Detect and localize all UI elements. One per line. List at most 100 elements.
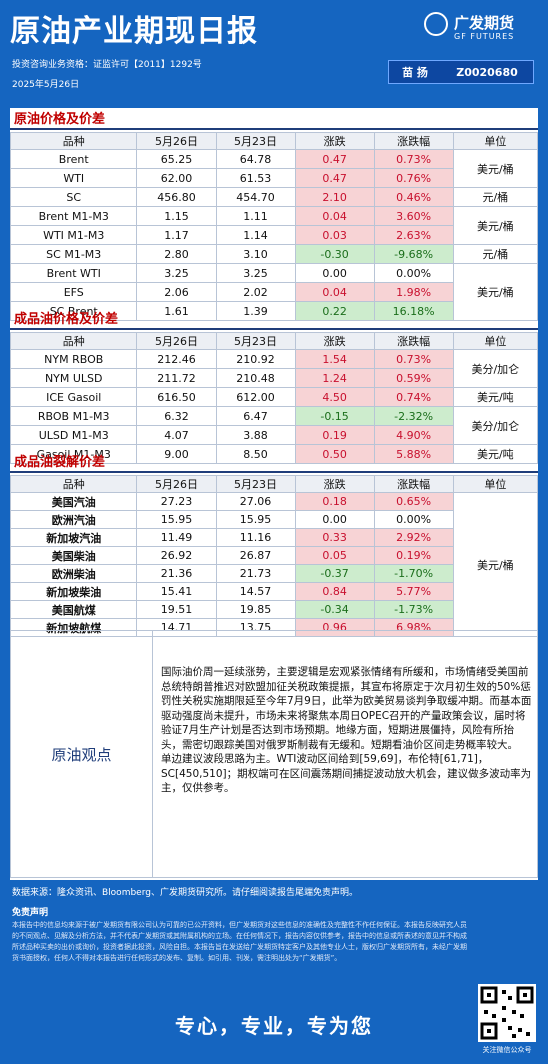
price-today: 2.80: [136, 244, 217, 264]
price-today: 62.00: [136, 168, 217, 188]
price-today: 21.36: [136, 564, 217, 583]
change-value: -0.37: [294, 564, 375, 583]
change-value: 0.47: [294, 168, 375, 188]
table-row: RBOB M1-M3 6.32 6.47 -0.15 -2.32% 美分/加仑: [9, 406, 539, 445]
change-value: 1.24: [294, 368, 375, 388]
change-pct: 0.19%: [373, 546, 454, 565]
price-prev: 6.47: [215, 406, 296, 426]
table-row: 美国柴油 26.92 26.87 0.05 0.19%: [9, 546, 538, 565]
table-header-row: 品种 5月26日 5月23日 涨跌 涨跌幅 单位: [9, 132, 539, 150]
product-name: 美国柴油: [9, 546, 138, 565]
unit-cell: 美分/加仑: [452, 349, 539, 388]
unit-cell: 元/桶: [452, 187, 539, 207]
price-prev: 1.11: [215, 206, 296, 226]
data-source: 数据来源：隆众资讯、Bloomberg、广发期货研究所。请仔细阅读报告尾端免责声…: [12, 888, 358, 898]
disclaimer-title: 免责声明: [12, 908, 49, 918]
column-header: 5月26日: [136, 132, 217, 150]
price-today: 616.50: [136, 387, 217, 407]
slogan: 专心，专业，专为您: [175, 1014, 373, 1038]
price-today: 456.80: [136, 187, 217, 207]
change-pct: 0.76%: [373, 168, 454, 188]
change-pct: 0.46%: [373, 187, 454, 207]
price-prev: 2.02: [215, 282, 296, 302]
view-paragraph: 国际油价周一延续涨势，主要逻辑是宏观紧张情绪有所缓和，市场情绪受美国前总统特朗普…: [161, 666, 532, 751]
price-prev: 64.78: [215, 149, 296, 169]
change-pct: 0.59%: [373, 368, 454, 388]
change-pct: 6.98%: [373, 618, 454, 637]
price-prev: 210.92: [215, 349, 296, 369]
change-pct: 3.60%: [373, 206, 454, 226]
table-row: 新加坡柴油 15.41 14.57 0.84 5.77%: [9, 582, 538, 601]
change-value: 0.19: [294, 425, 375, 445]
table-row: SC M1-M3 2.80 3.10 -0.30 -9.68% 元/桶: [9, 244, 539, 264]
table-row: WTI M1-M3 1.17 1.14 0.03 2.63%: [9, 225, 538, 245]
report-sheet: 原油价格及价差 品种 5月26日 5月23日 涨跌 涨跌幅 单位 Brent 65.25 64.…: [9, 108, 539, 880]
section-title-products: 成品油价格及价差: [10, 310, 538, 330]
change-pct: -9.68%: [373, 244, 454, 264]
unit-cell: 美分/加仑: [452, 406, 539, 445]
change-value: 2.10: [294, 187, 375, 207]
unit-cell: 美元/吨: [452, 444, 539, 464]
change-value: 0.00: [294, 510, 375, 529]
column-header: 品种: [9, 475, 138, 493]
product-name: 新加坡柴油: [9, 582, 138, 601]
price-prev: 1.14: [215, 225, 296, 245]
table-row: Brent M1-M3 1.15 1.11 0.04 3.60% 美元/桶: [9, 206, 539, 245]
analyst-code: Z0020680: [456, 65, 518, 79]
section-title-cracks: 成品油裂解价差: [10, 453, 538, 473]
change-value: 1.54: [294, 349, 375, 369]
table-row: 欧洲柴油 21.36 21.73 -0.37 -1.70%: [9, 564, 538, 583]
column-header: 单位: [452, 132, 539, 150]
change-pct: 0.73%: [373, 349, 454, 369]
cracks-table: 品种 5月26日 5月23日 涨跌 涨跌幅 单位 美国汽油 27.23 27.06 0.18 0.6…: [9, 475, 539, 637]
price-prev: 210.48: [215, 368, 296, 388]
product-name: RBOB M1-M3: [9, 406, 138, 426]
product-name: NYM RBOB: [9, 349, 138, 369]
change-pct: 0.65%: [373, 492, 454, 511]
view-label: 原油观点: [11, 631, 153, 877]
logo-en: GF FUTURES: [454, 32, 515, 41]
price-prev: 3.10: [215, 244, 296, 264]
crude-table: 品种 5月26日 5月23日 涨跌 涨跌幅 单位 Brent 65.25 64.78 0.47 0.…: [9, 132, 539, 321]
qr-code-icon[interactable]: [478, 984, 536, 1042]
column-header: 5月23日: [215, 332, 296, 350]
product-name: SC Brent: [9, 301, 138, 321]
disclaimer-text: 本报告中的信息均来源于被广发期货有限公司认为可靠的已公开资料，但广发期货对这些信…: [12, 921, 467, 962]
price-prev: 612.00: [215, 387, 296, 407]
product-name: 新加坡汽油: [9, 528, 138, 547]
price-today: 15.95: [136, 510, 217, 529]
table-row: NYM RBOB 212.46 210.92 1.54 0.73% 美分/加仑: [9, 349, 539, 388]
product-name: SC: [9, 187, 138, 207]
price-today: 6.32: [136, 406, 217, 426]
page-title: 原油产业期现日报: [10, 14, 258, 49]
price-prev: 26.87: [215, 546, 296, 565]
qualification-text: 投资咨询业务资格：证监许可【2011】1292号: [12, 60, 202, 70]
product-name: Gasoil M1-M3: [9, 444, 138, 464]
product-name: NYM ULSD: [9, 368, 138, 388]
price-today: 11.49: [136, 528, 217, 547]
change-pct: 2.92%: [373, 528, 454, 547]
price-today: 19.51: [136, 600, 217, 619]
change-pct: 0.74%: [373, 387, 454, 407]
price-today: 212.46: [136, 349, 217, 369]
change-value: 0.05: [294, 546, 375, 565]
change-pct: 0.00%: [373, 510, 454, 529]
price-today: 1.15: [136, 206, 217, 226]
change-value: 0.33: [294, 528, 375, 547]
unit-cell: 元/桶: [452, 244, 539, 264]
column-header: 5月23日: [215, 475, 296, 493]
price-prev: 454.70: [215, 187, 296, 207]
change-pct: 2.63%: [373, 225, 454, 245]
column-header: 5月26日: [136, 475, 217, 493]
product-name: Brent M1-M3: [9, 206, 138, 226]
price-prev: 21.73: [215, 564, 296, 583]
table-row: SC 456.80 454.70 2.10 0.46% 元/桶: [9, 187, 539, 207]
analyst-name: 苗 扬: [402, 66, 428, 79]
product-name: 欧洲汽油: [9, 510, 138, 529]
section-title-crude: 原油价格及价差: [10, 110, 538, 130]
price-today: 26.92: [136, 546, 217, 565]
table-row: Brent WTI 3.25 3.25 0.00 0.00% 美元/桶: [9, 263, 539, 321]
product-name: 美国航煤: [9, 600, 138, 619]
change-pct: 5.77%: [373, 582, 454, 601]
unit-cell: 美元/桶: [452, 149, 539, 188]
